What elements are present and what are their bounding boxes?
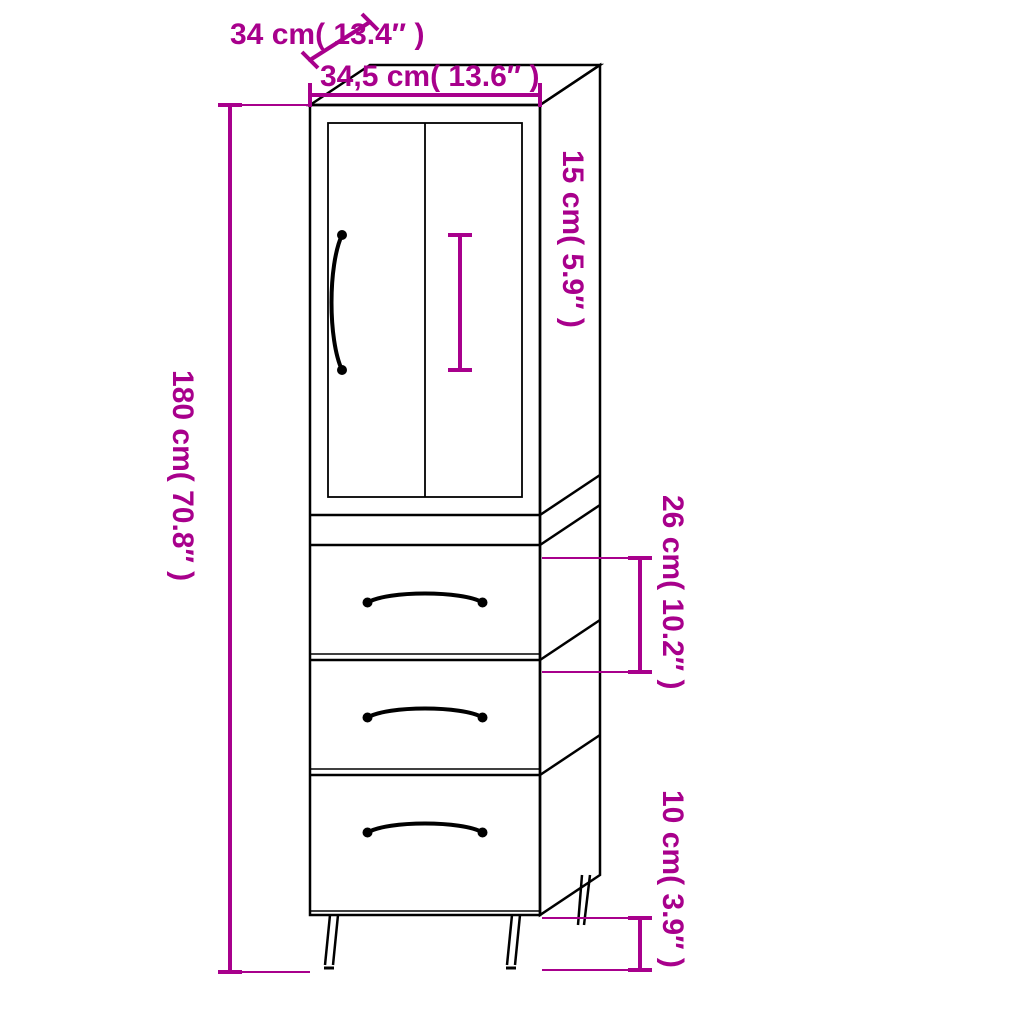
width-in: 13.6″ — [448, 60, 521, 93]
depth-label: 34 cm( 13.4″ ) — [230, 18, 425, 52]
drawer-dim-label: 26 cm( 10.2″ ) — [655, 495, 689, 690]
height-label: 180 cm( 70.8″ ) — [165, 370, 199, 581]
depth-cm: 34 cm — [230, 18, 315, 51]
depth-in: 13.4″ — [333, 18, 406, 51]
drawer-handle — [368, 824, 483, 833]
drawer-handle — [368, 594, 483, 603]
cabinet-leg — [507, 915, 512, 965]
height-in: 70.8″ — [166, 490, 199, 563]
cabinet-leg — [325, 915, 330, 965]
handle-in: 5.9″ — [556, 253, 589, 309]
leg-cm: 10 cm — [656, 790, 689, 875]
width-label: 34,5 cm( 13.6″ ) — [320, 60, 540, 94]
leg-in: 3.9″ — [656, 893, 689, 949]
width-cm: 34,5 cm — [320, 60, 430, 93]
drawer-in: 10.2″ — [656, 598, 689, 671]
leg-dim-label: 10 cm( 3.9″ ) — [655, 790, 689, 968]
handle-cm: 15 cm — [556, 150, 589, 235]
drawer-cm: 26 cm — [656, 495, 689, 580]
height-cm: 180 cm — [166, 370, 199, 472]
door-handle — [332, 235, 343, 370]
drawer-handle — [368, 709, 483, 718]
handle-label: 15 cm( 5.9″ ) — [555, 150, 589, 328]
